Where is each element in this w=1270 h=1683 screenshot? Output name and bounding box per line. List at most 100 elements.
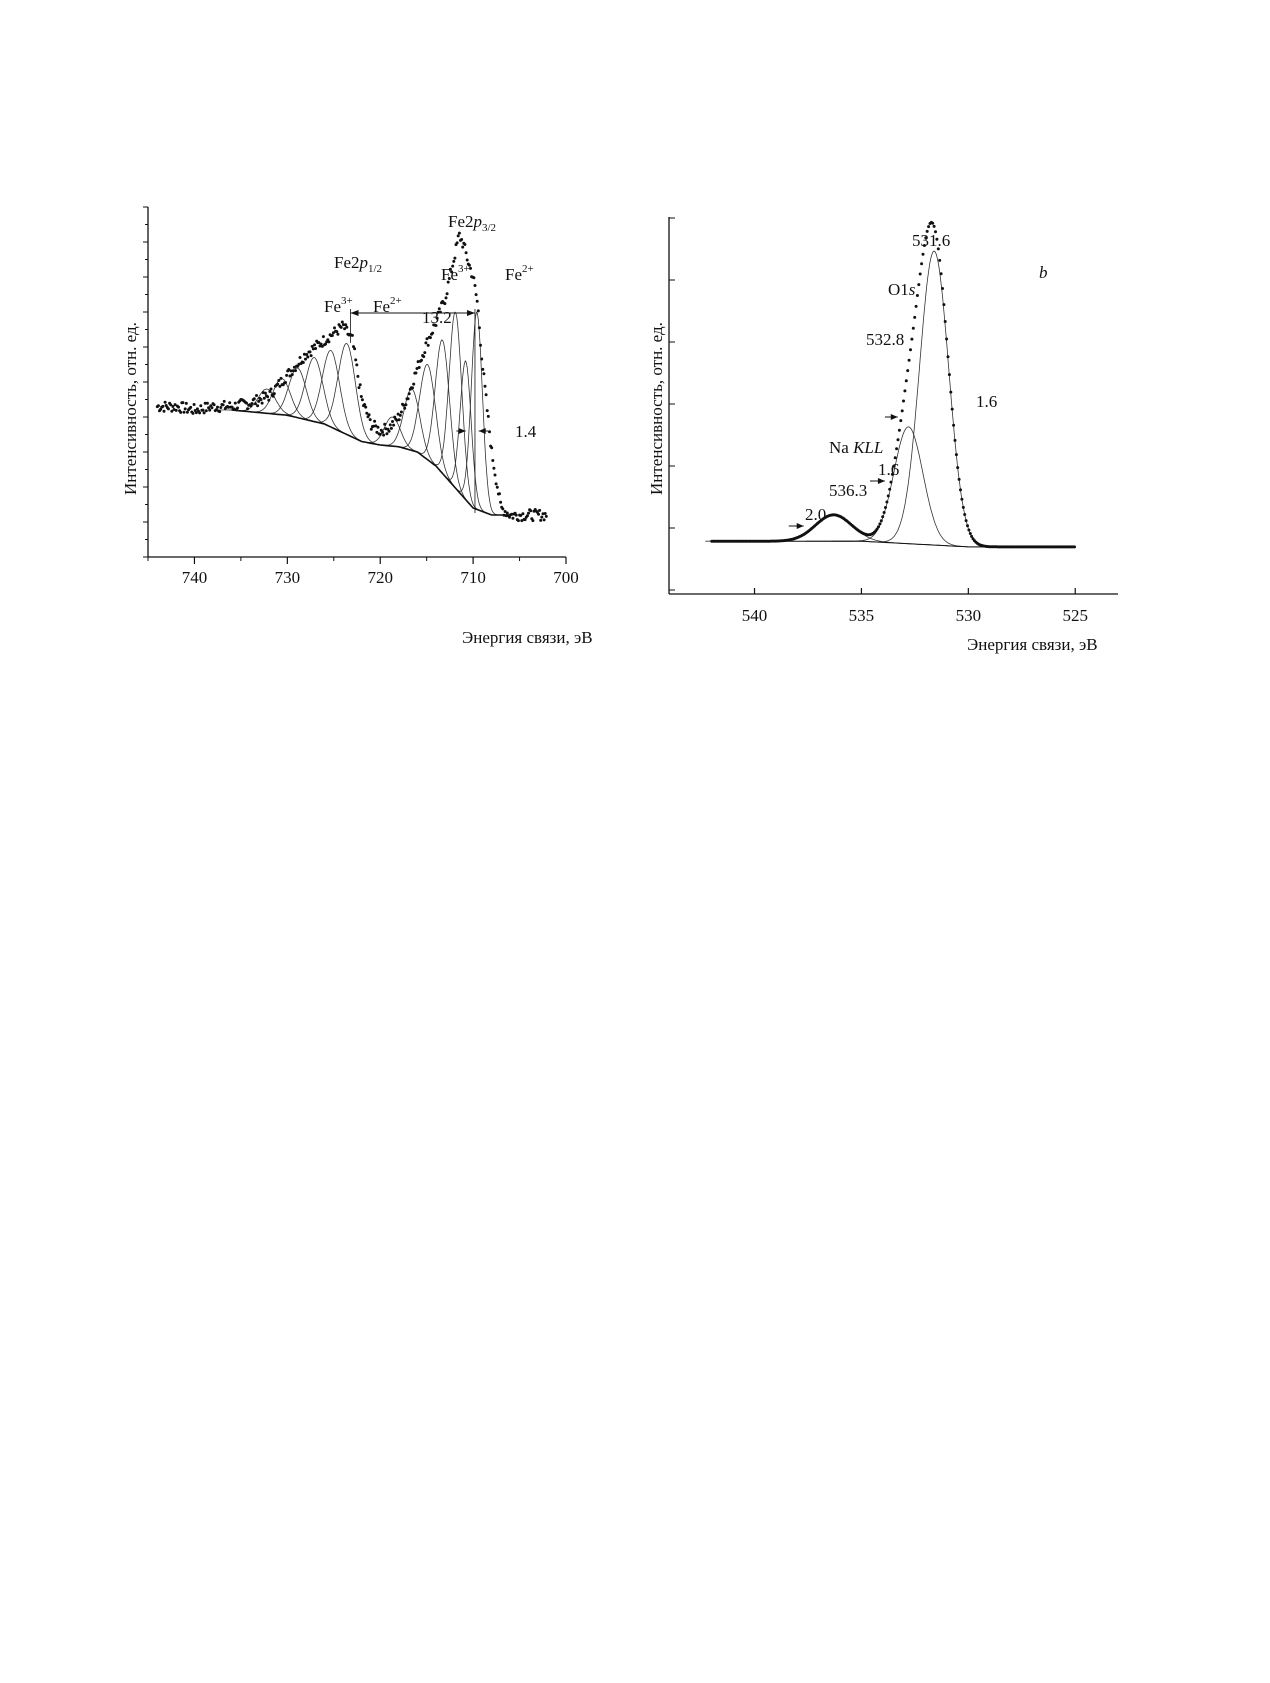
panel-a-data-point — [357, 386, 361, 390]
panel-b-data-point — [890, 472, 894, 476]
panel-a-data-point — [288, 374, 292, 378]
panel-a-data-point — [204, 409, 208, 413]
label-o1s-main: O1 — [888, 280, 909, 299]
panel-a-data-point — [475, 299, 479, 303]
panel-a-data-point — [461, 245, 465, 249]
panel-a-data-point — [343, 327, 347, 331]
panel-b-data-point — [939, 272, 943, 276]
panel-a-data-point — [398, 413, 402, 417]
label-fe2p12-main: Fe2 — [334, 253, 360, 272]
splitting-arrow-head-left — [350, 310, 359, 316]
panel-a-data-point — [474, 293, 478, 297]
panel-a-data-point — [385, 432, 389, 436]
panel-a-data-point — [428, 336, 432, 340]
label-fe3-right: Fe3+ — [441, 263, 470, 284]
panel-a-data-point — [499, 500, 503, 504]
panel-a-data-point — [360, 398, 364, 402]
panel-b-data-point — [968, 532, 972, 535]
panel-b-data-point — [909, 348, 912, 352]
panel-b-data-point — [1073, 545, 1076, 549]
panel-a-data-point — [452, 259, 456, 263]
panel-b-x-axis-title: Энергия связи, эВ — [967, 635, 1098, 654]
panel-a-data-point — [399, 410, 403, 414]
panel-b-data-point — [914, 304, 918, 308]
panel-a-annotation-arrows — [350, 309, 488, 513]
panel-b-data-point — [875, 527, 879, 531]
panel-a-data-point — [387, 429, 391, 433]
panel-a-data-point — [469, 266, 472, 270]
panel-a-data-point — [262, 396, 266, 400]
panel-a-data-point — [285, 373, 289, 377]
panel-a-data-point — [523, 518, 527, 522]
panel-a-data-point — [341, 323, 345, 327]
panel-b: 540 535 530 525 Энергия связи, эВ Интенсивн… — [647, 217, 1118, 654]
panel-a-data-point — [505, 511, 509, 515]
panel-a-data-point — [181, 401, 185, 405]
panel-a-data-point — [423, 351, 427, 355]
label-width-main: 1.6 — [976, 392, 997, 411]
panel-a-data-point — [445, 292, 449, 296]
panel-b-data-point — [895, 447, 899, 451]
panel-a-data-point — [369, 427, 373, 431]
panel-a-data-point — [339, 325, 343, 329]
panel-b-data-point — [967, 528, 971, 532]
label-width-second: 1.6 — [878, 460, 899, 479]
panel-a-data-point — [183, 407, 187, 411]
panel-a-data-point — [314, 347, 318, 350]
panel-a-data-point — [309, 354, 313, 358]
panel-b-data-point — [913, 315, 917, 319]
panel-a-data-point — [320, 344, 324, 348]
panel-a-data-point — [331, 331, 335, 335]
label-o1s-ital: s — [909, 280, 916, 299]
panel-a-data-point — [202, 411, 206, 415]
panel-a-data-point — [159, 407, 163, 411]
label-fe2p12-ital: p — [359, 253, 369, 272]
label-fe2-left-sup: 2+ — [390, 295, 402, 307]
panel-a-component-peak — [277, 349, 384, 446]
panel-a-data-point — [521, 512, 525, 516]
panel-a-data-point — [284, 381, 287, 384]
panel-b-data-point — [888, 487, 892, 491]
panel-a-data-point — [531, 519, 535, 523]
panel-a-data-point — [345, 325, 349, 329]
panel-a-data-point — [236, 406, 239, 410]
panel-a-data-point — [359, 395, 363, 398]
panel-a-data-point — [267, 398, 271, 402]
panel-a-data-point — [340, 320, 344, 324]
panel-a-data-point — [333, 326, 336, 330]
panel-a-data-point — [539, 518, 543, 522]
panel-a-data-point — [411, 386, 414, 390]
panel-a-data-point — [417, 366, 421, 369]
panel-b-data-point — [911, 326, 915, 330]
panel-a-data-point — [249, 404, 253, 408]
panel-b-data-point — [885, 500, 889, 504]
panel-a-data-point — [268, 390, 272, 393]
panel-a-data-point — [166, 407, 170, 411]
panel-a-data-point — [460, 238, 464, 241]
panel-a-data-point — [335, 330, 339, 334]
panel-b-data-point — [878, 522, 882, 526]
panel-a-data-point — [203, 401, 207, 405]
panel-a-component-peak — [228, 378, 335, 430]
o1s-width-arrow-head — [890, 414, 898, 420]
panel-a-data-point — [276, 382, 280, 386]
panel-a-ticks: 740 730 720 710 700 — [143, 206, 579, 587]
panel-a-x-axis-title: Энергия связи, эВ — [462, 628, 593, 647]
panel-b-data-point — [950, 407, 954, 411]
panel-b-x-tick-label: 535 — [849, 606, 875, 625]
panel-b-ticks: 540 535 530 525 — [669, 217, 1088, 625]
panel-b-x-tick-label: 525 — [1062, 606, 1088, 625]
panel-a-data-point — [403, 406, 407, 410]
panel-a-data-point — [156, 404, 160, 408]
panel-b-data-point — [934, 230, 937, 234]
panel-a-data-point — [544, 514, 548, 518]
panel-a-data-point — [373, 419, 377, 423]
panel-a-data-point — [467, 263, 471, 267]
panel-a-data-point — [355, 363, 359, 367]
panel-a-data-point — [179, 410, 183, 414]
panel-a-data-point — [395, 418, 399, 422]
na-width-arrow-head — [796, 523, 804, 529]
panel-a-data-point — [431, 331, 435, 335]
label-fe2-right: Fe2+ — [505, 263, 534, 284]
